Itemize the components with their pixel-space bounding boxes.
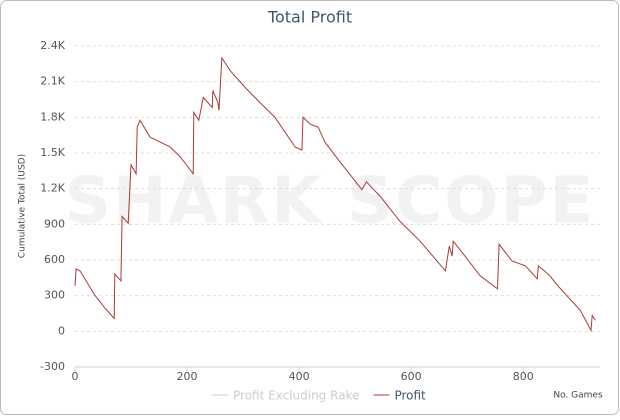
y-tick-label: 2.1K: [40, 75, 65, 88]
y-tick-label: 1.5K: [40, 146, 65, 159]
y-tick-label: -300: [40, 360, 65, 373]
y-tick-label: 2.4K: [40, 39, 65, 52]
x-tick-label: 0: [72, 370, 79, 383]
y-tick-label: 300: [44, 289, 65, 302]
y-tick-label: 600: [44, 253, 65, 266]
y-tick-label: 900: [44, 217, 65, 230]
y-tick-label: 1.2K: [40, 182, 65, 195]
x-tick-label: 600: [401, 370, 422, 383]
y-tick-label: 1.8K: [40, 110, 65, 123]
x-tick-label: 400: [289, 370, 310, 383]
y-tick-label: 0: [58, 324, 65, 337]
x-axis-label: No. Games: [553, 391, 603, 401]
profit-line: [74, 56, 596, 333]
x-tick-label: 800: [513, 370, 534, 383]
x-tick-label: 200: [177, 370, 198, 383]
watermark: SHARK SCOPE: [65, 165, 595, 239]
legend-label[interactable]: Profit: [394, 389, 426, 403]
chart-title: Total Profit: [267, 8, 352, 27]
y-axis-label: Cumulative Total (USD): [18, 154, 28, 258]
legend-label[interactable]: Profit Excluding Rake: [233, 389, 359, 403]
